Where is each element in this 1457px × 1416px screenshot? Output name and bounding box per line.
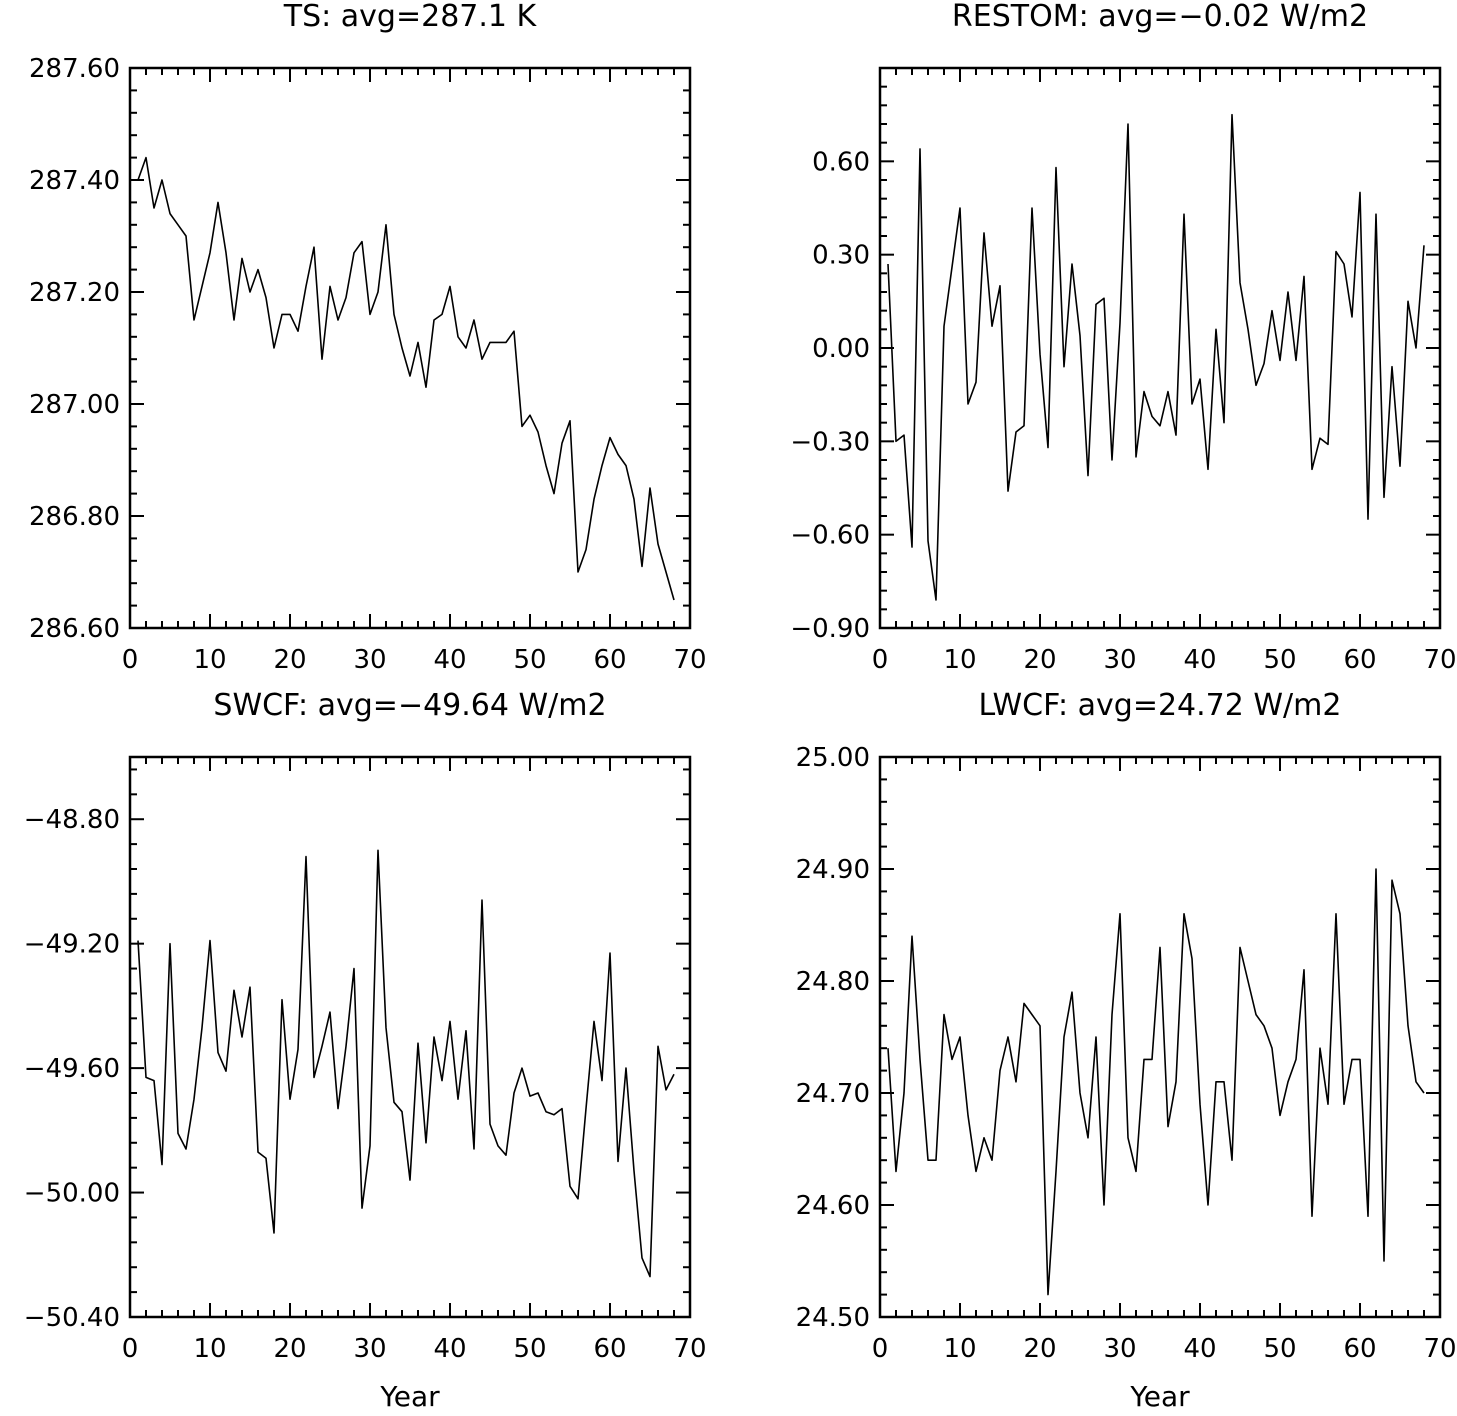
swcf-plot-frame	[128, 755, 692, 1319]
restom-plot-frame	[878, 66, 1442, 630]
ts-x-tick-label: 60	[593, 645, 626, 675]
restom-y-tick-label: −0.60	[790, 521, 870, 551]
lwcf-y-tick-label: 24.90	[796, 855, 870, 885]
ts-y-tick-label: 286.60	[29, 614, 120, 644]
ts-x-tick-label: 20	[273, 645, 306, 675]
lwcf-x-axis-label: Year	[1129, 1380, 1190, 1413]
ts-panel: TS: avg=287.1 K 0 10 20 30 40 50 60 70 286.60 286.…	[29, 0, 707, 675]
swcf-x-tick-label: 20	[273, 1334, 306, 1364]
restom-y-tick-label: 0.60	[812, 147, 870, 177]
ts-y-tick-label: 287.60	[29, 54, 120, 84]
swcf-x-tick-label: 60	[593, 1334, 626, 1364]
restom-x-tick-label: 40	[1183, 645, 1216, 675]
swcf-y-tick-label: −48.80	[24, 805, 120, 835]
ts-x-tick-label: 40	[433, 645, 466, 675]
ts-x-tick-label: 70	[673, 645, 706, 675]
ts-title: TS: avg=287.1 K	[283, 0, 538, 34]
lwcf-y-tick-label: 24.60	[796, 1191, 870, 1221]
lwcf-panel: LWCF: avg=24.72 W/m2 0 10 20 30 40 50 60 70 24.50…	[796, 688, 1457, 1413]
lwcf-y-tick-label: 24.50	[796, 1303, 870, 1333]
restom-y-tick-label: −0.90	[790, 614, 870, 644]
restom-x-tick-label: 60	[1343, 645, 1376, 675]
lwcf-x-tick-label: 40	[1183, 1334, 1216, 1364]
restom-series-line	[887, 113, 1425, 601]
restom-x-tick-label: 30	[1103, 645, 1136, 675]
swcf-title: SWCF: avg=−49.64 W/m2	[213, 688, 606, 723]
swcf-y-tick-label: −50.40	[24, 1303, 120, 1333]
lwcf-y-tick-label: 25.00	[796, 743, 870, 773]
swcf-y-tick-label: −50.00	[24, 1179, 120, 1209]
lwcf-y-tick-label: 24.70	[796, 1079, 870, 1109]
ts-plot-frame	[128, 66, 692, 630]
ts-x-tick-label: 50	[513, 645, 546, 675]
swcf-series-line	[137, 849, 675, 1278]
swcf-x-tick-label: 30	[353, 1334, 386, 1364]
lwcf-x-tick-label: 60	[1343, 1334, 1376, 1364]
lwcf-x-tick-label: 30	[1103, 1334, 1136, 1364]
swcf-x-tick-label: 40	[433, 1334, 466, 1364]
ts-y-tick-label: 287.20	[29, 278, 120, 308]
swcf-x-tick-label: 70	[673, 1334, 706, 1364]
ts-x-tick-label: 0	[122, 645, 139, 675]
ts-y-tick-label: 286.80	[29, 502, 120, 532]
lwcf-y-tick-label: 24.80	[796, 967, 870, 997]
restom-x-tick-label: 10	[943, 645, 976, 675]
lwcf-title: LWCF: avg=24.72 W/m2	[979, 688, 1342, 723]
restom-y-tick-label: 0.30	[812, 241, 870, 271]
ts-x-tick-label: 10	[193, 645, 226, 675]
restom-y-tick-label: 0.00	[812, 334, 870, 364]
swcf-y-tick-label: −49.20	[24, 930, 120, 960]
swcf-x-tick-label: 10	[193, 1334, 226, 1364]
restom-y-tick-label: −0.30	[790, 427, 870, 457]
lwcf-x-tick-label: 0	[872, 1334, 889, 1364]
lwcf-series-line	[887, 868, 1425, 1296]
restom-x-tick-label: 50	[1263, 645, 1296, 675]
lwcf-x-tick-label: 10	[943, 1334, 976, 1364]
lwcf-plot-frame	[878, 755, 1442, 1319]
lwcf-x-tick-label: 70	[1423, 1334, 1456, 1364]
lwcf-x-tick-label: 50	[1263, 1334, 1296, 1364]
swcf-x-axis-label: Year	[379, 1380, 440, 1413]
restom-x-tick-label: 70	[1423, 645, 1456, 675]
ts-y-tick-label: 287.00	[29, 390, 120, 420]
ts-y-tick-label: 287.40	[29, 166, 120, 196]
swcf-y-tick-label: −49.60	[24, 1054, 120, 1084]
swcf-x-tick-label: 50	[513, 1334, 546, 1364]
restom-panel: RESTOM: avg=−0.02 W/m2 0 10 20 30 40 50 60 70 −0.…	[790, 0, 1456, 675]
swcf-x-tick-label: 0	[122, 1334, 139, 1364]
lwcf-x-tick-label: 20	[1023, 1334, 1056, 1364]
restom-title: RESTOM: avg=−0.02 W/m2	[952, 0, 1368, 34]
restom-x-tick-label: 0	[872, 645, 889, 675]
restom-x-tick-label: 20	[1023, 645, 1056, 675]
swcf-panel: SWCF: avg=−49.64 W/m2 0 10 20 30 40 50 60 70 −50.…	[24, 688, 707, 1413]
ts-series-line	[137, 156, 675, 601]
ts-x-tick-label: 30	[353, 645, 386, 675]
